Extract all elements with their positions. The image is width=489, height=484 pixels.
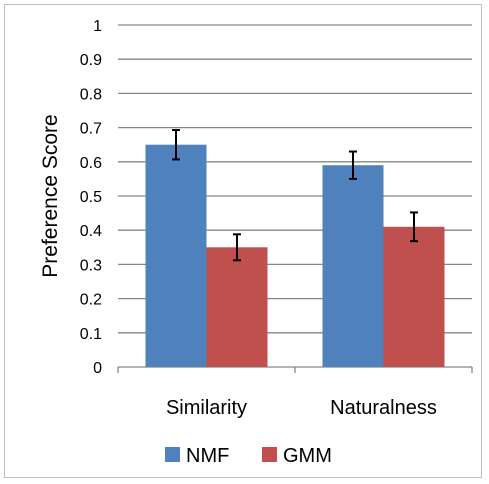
x-tick-label: Naturalness: [330, 397, 437, 419]
y-tick-label: 0.1: [80, 326, 102, 343]
y-tick-label: 0.3: [80, 257, 102, 274]
error-bars: [172, 128, 418, 262]
y-tick-label: 0.7: [80, 121, 102, 138]
y-tick-label: 0.5: [80, 189, 102, 206]
x-tick-labels: Similarity Naturalness: [166, 397, 437, 419]
legend-label-nmf: NMF: [186, 445, 229, 467]
legend-label-gmm: GMM: [283, 445, 332, 467]
x-tick-label: Similarity: [166, 397, 247, 419]
bar-gmm-naturalness: [383, 226, 445, 367]
bars: [145, 144, 445, 367]
y-tick-label: 0.2: [80, 292, 102, 309]
y-tick-labels: 0 0.1 0.2 0.3 0.4 0.5 0.6 0.7 0.8 0.9 1: [80, 18, 102, 377]
y-axis-label: Preference Score: [39, 114, 62, 277]
y-tick-label: 0.4: [80, 223, 102, 240]
bar-nmf-naturalness: [322, 165, 384, 367]
legend-swatch-nmf: [165, 447, 180, 462]
y-tick-label: 0.6: [80, 155, 102, 172]
legend-swatch-gmm: [262, 447, 277, 462]
y-tick-label: 0.9: [80, 52, 102, 69]
y-tick-label: 0: [93, 360, 102, 377]
legend: NMF GMM: [165, 445, 332, 467]
bar-nmf-similarity: [145, 144, 207, 367]
y-tick-label: 1: [93, 18, 102, 35]
bar-gmm-similarity: [206, 247, 268, 367]
y-tick-label: 0.8: [80, 86, 102, 103]
